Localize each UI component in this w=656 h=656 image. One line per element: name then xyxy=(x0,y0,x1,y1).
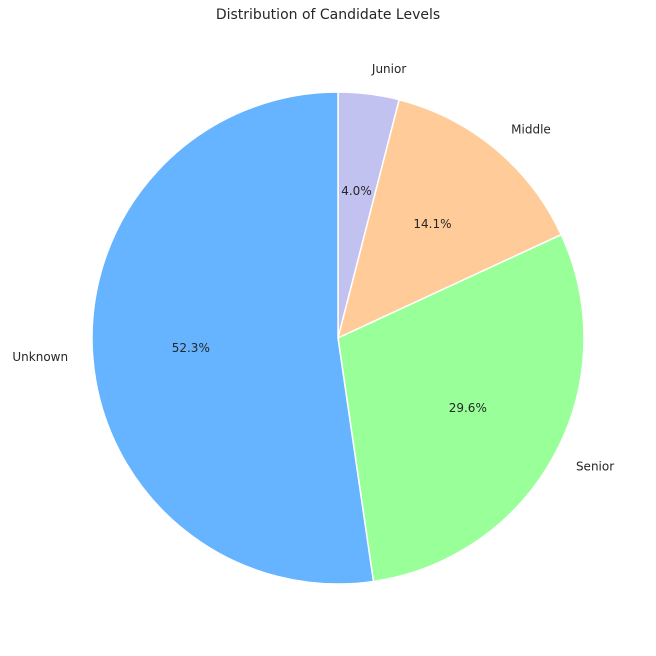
pct-label-senior: 29.6% xyxy=(449,401,487,415)
slice-label-senior: Senior xyxy=(576,459,614,473)
pct-label-junior: 4.0% xyxy=(341,184,372,198)
slice-label-junior: Junior xyxy=(371,62,406,76)
slice-label-unknown: Unknown xyxy=(12,350,68,364)
slice-label-middle: Middle xyxy=(511,123,551,137)
pct-label-unknown: 52.3% xyxy=(172,341,210,355)
pie-slice-unknown xyxy=(91,91,375,585)
pie-slice-senior xyxy=(337,233,585,583)
pie-slice-middle xyxy=(336,98,563,340)
pct-label-middle: 14.1% xyxy=(413,217,451,231)
chart-title: Distribution of Candidate Levels xyxy=(215,7,441,23)
